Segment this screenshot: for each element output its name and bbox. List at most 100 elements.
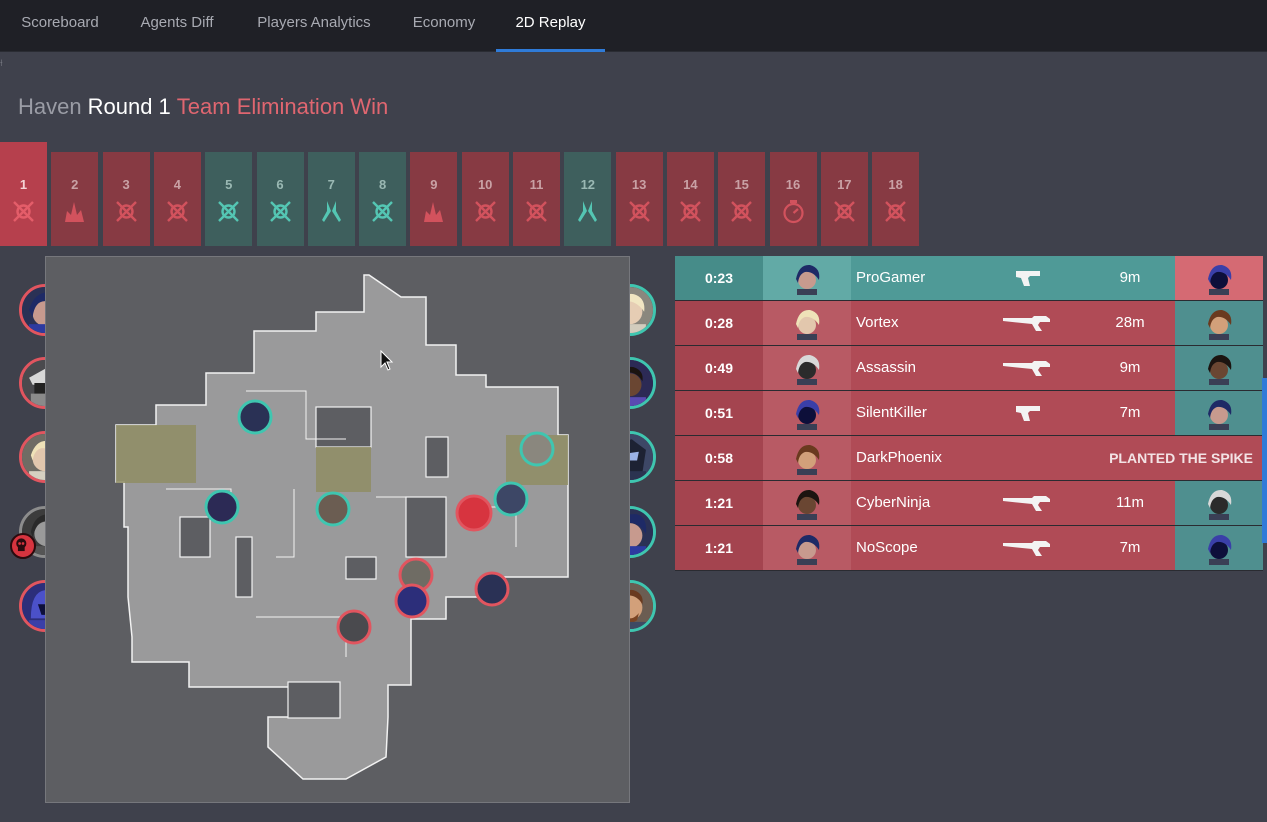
pistol-icon [1002,268,1052,288]
round-tile-1[interactable]: 1 [0,142,47,246]
elimination-icon [524,199,549,224]
killer-agent-icon [763,391,851,435]
round-number: 11 [529,177,544,192]
elimination-icon [473,199,498,224]
kill-distance: 9m [1119,269,1141,286]
round-result: Team Elimination Win [176,94,389,119]
pistol-icon [1002,403,1052,423]
kill-feed-row[interactable]: 0:58 DarkPhoenix PLANTED THE SPIKE [675,436,1263,480]
rifle-icon [1002,493,1052,513]
elimination-icon [729,199,754,224]
kill-time: 0:28 [675,301,763,345]
round-tile-5[interactable]: 5 [205,152,253,246]
kill-time: 0:49 [675,346,763,390]
text-cursor-icon: ⟊ [0,58,3,69]
elimination-icon [11,199,36,224]
killer-name: NoScope [856,539,918,556]
defuse-icon [575,199,600,224]
round-tile-13[interactable]: 13 [615,152,663,246]
round-number: 6 [276,177,284,192]
tab-economy[interactable]: Economy [412,14,476,31]
elimination-icon [883,199,908,224]
scrollbar[interactable] [1262,378,1267,543]
round-tile-4[interactable]: 4 [153,152,201,246]
kill-feed-row[interactable]: 0:51 SilentKiller 7m [675,391,1263,435]
kill-feed-row[interactable]: 1:21 CyberNinja 11m [675,481,1263,525]
killer-agent-icon [763,301,851,345]
event-label: PLANTED THE SPIKE [1109,450,1253,466]
page-title: Haven Round 1 Team Elimination Win [18,94,388,120]
round-tile-8[interactable]: 8 [359,152,407,246]
killer-name: SilentKiller [856,404,927,421]
round-number: 5 [225,177,233,192]
round-number: 10 [477,177,493,192]
round-tile-6[interactable]: 6 [256,152,304,246]
tab-2d-replay[interactable]: 2D Replay [496,0,605,52]
row-divider [675,480,1263,481]
killer-name: DarkPhoenix [856,449,942,466]
victim-agent-icon [1175,526,1263,570]
round-number: 3 [122,177,130,192]
rifle-icon [1002,358,1052,378]
round-tile-9[interactable]: 9 [410,152,458,246]
rifle-icon [1002,538,1052,558]
round-number: 7 [327,177,335,192]
elimination-icon [216,199,241,224]
tab-players-analytics[interactable]: Players Analytics [257,14,371,31]
kill-feed-row[interactable]: 0:28 Vortex 28m [675,301,1263,345]
round-tile-18[interactable]: 18 [872,152,920,246]
kill-feed-row[interactable]: 0:23 ProGamer 9m [675,256,1263,300]
killer-agent-icon [763,256,851,300]
row-divider [675,525,1263,526]
kill-distance: 28m [1115,314,1145,331]
round-label: Round 1 [87,94,171,119]
victim-agent-icon [1175,481,1263,525]
round-number: 2 [71,177,79,192]
round-tile-11[interactable]: 11 [513,152,560,246]
tab-agents-diff[interactable]: Agents Diff [140,14,214,31]
kill-time: 1:21 [675,526,763,570]
kill-distance: 7m [1119,539,1141,556]
victim-agent-icon [1175,256,1263,300]
kill-feed-row[interactable]: 1:21 NoScope 7m [675,526,1263,570]
round-tile-3[interactable]: 3 [102,152,150,246]
row-divider [675,570,1263,571]
round-tile-16[interactable]: 16 [769,152,817,246]
elimination-icon [114,199,139,224]
round-number: 4 [173,177,181,192]
round-number: 16 [785,177,801,192]
round-tile-12[interactable]: 12 [564,152,612,246]
round-number: 1 [19,177,28,192]
elimination-icon [678,199,703,224]
round-tile-10[interactable]: 10 [461,152,509,246]
map-name: Haven [18,94,82,119]
kill-time: 0:23 [675,256,763,300]
round-number: 9 [430,177,438,192]
row-divider [675,435,1263,436]
kill-feed-row[interactable]: 0:49 Assassin 9m [675,346,1263,390]
replay-map[interactable] [45,256,630,803]
kill-time: 0:51 [675,391,763,435]
killer-name: ProGamer [856,269,926,286]
killer-name: Vortex [856,314,899,331]
round-tile-15[interactable]: 15 [718,152,766,246]
round-tile-2[interactable]: 2 [51,152,99,246]
round-tile-17[interactable]: 17 [820,152,868,246]
skull-icon [10,533,36,559]
rifle-icon [1002,313,1052,333]
killer-name: Assassin [856,359,917,376]
row-divider [675,300,1263,301]
spike-detonate-icon [62,199,87,224]
defuse-icon [319,199,344,224]
round-tile-14[interactable]: 14 [666,152,714,246]
kill-time: 1:21 [675,481,763,525]
victim-agent-icon [1175,391,1263,435]
killer-agent-icon [763,526,851,570]
kill-distance: 11m [1115,494,1145,511]
victim-agent-icon [1175,346,1263,390]
elimination-icon [627,199,652,224]
round-number: 13 [631,177,647,192]
kill-distance: 9m [1119,359,1141,376]
tab-scoreboard[interactable]: Scoreboard [21,14,99,31]
round-tile-7[interactable]: 7 [307,152,355,246]
